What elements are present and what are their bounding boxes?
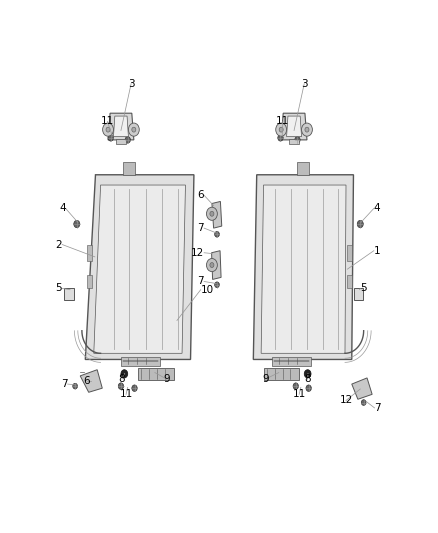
Circle shape xyxy=(74,220,80,228)
Bar xyxy=(346,276,352,288)
Circle shape xyxy=(276,123,286,136)
Text: 6: 6 xyxy=(198,190,204,200)
Bar xyxy=(272,357,311,366)
Polygon shape xyxy=(253,175,353,359)
Polygon shape xyxy=(123,163,134,175)
Polygon shape xyxy=(85,175,194,359)
Text: 7: 7 xyxy=(374,403,381,413)
Circle shape xyxy=(106,127,110,132)
Circle shape xyxy=(295,136,300,143)
Text: 8: 8 xyxy=(119,374,125,384)
Bar xyxy=(264,368,299,379)
Bar xyxy=(290,139,299,144)
Circle shape xyxy=(108,134,113,141)
Text: 12: 12 xyxy=(191,248,204,258)
Text: 11: 11 xyxy=(293,389,306,399)
Bar xyxy=(138,368,173,379)
Polygon shape xyxy=(108,113,134,140)
Circle shape xyxy=(210,263,214,268)
Text: 1: 1 xyxy=(374,246,381,256)
Text: 11: 11 xyxy=(120,389,133,399)
Text: 9: 9 xyxy=(262,374,268,384)
Circle shape xyxy=(206,259,217,272)
Text: 12: 12 xyxy=(339,395,353,406)
Circle shape xyxy=(118,383,124,390)
Text: 11: 11 xyxy=(276,116,290,126)
Circle shape xyxy=(301,123,312,136)
Bar xyxy=(121,357,160,366)
Circle shape xyxy=(279,127,283,132)
Polygon shape xyxy=(286,116,301,136)
Text: 2: 2 xyxy=(56,239,62,249)
Bar xyxy=(87,276,92,288)
Polygon shape xyxy=(94,185,185,353)
Circle shape xyxy=(102,123,113,136)
Bar xyxy=(116,139,126,144)
Circle shape xyxy=(278,134,283,141)
Text: 7: 7 xyxy=(61,379,67,389)
Text: 6: 6 xyxy=(84,376,90,386)
Polygon shape xyxy=(113,116,128,136)
Polygon shape xyxy=(212,251,221,279)
Circle shape xyxy=(125,136,131,143)
Circle shape xyxy=(304,370,311,378)
Circle shape xyxy=(357,220,363,228)
Text: 8: 8 xyxy=(304,374,311,384)
Circle shape xyxy=(293,383,298,390)
Circle shape xyxy=(215,282,219,288)
Polygon shape xyxy=(261,185,346,353)
Circle shape xyxy=(128,123,139,136)
Polygon shape xyxy=(352,378,372,399)
Bar xyxy=(346,245,352,261)
Text: 3: 3 xyxy=(128,79,134,88)
Circle shape xyxy=(210,211,214,216)
Circle shape xyxy=(361,400,366,406)
Polygon shape xyxy=(80,370,102,392)
Bar xyxy=(64,288,74,300)
Text: 5: 5 xyxy=(360,284,367,294)
Polygon shape xyxy=(297,163,309,175)
Polygon shape xyxy=(212,201,222,228)
Circle shape xyxy=(132,127,136,132)
Text: 4: 4 xyxy=(374,204,381,213)
Text: 10: 10 xyxy=(201,285,214,295)
Text: 4: 4 xyxy=(59,204,66,213)
Circle shape xyxy=(121,370,128,378)
Text: 11: 11 xyxy=(101,116,114,126)
Circle shape xyxy=(306,385,311,391)
Text: 7: 7 xyxy=(198,277,204,286)
Bar xyxy=(354,288,363,300)
Circle shape xyxy=(305,127,309,132)
Circle shape xyxy=(215,231,219,237)
Text: 7: 7 xyxy=(198,223,204,233)
Circle shape xyxy=(132,385,137,391)
Circle shape xyxy=(73,383,78,389)
Polygon shape xyxy=(281,113,307,140)
Circle shape xyxy=(206,207,217,220)
Text: 9: 9 xyxy=(163,374,170,384)
Text: 5: 5 xyxy=(56,284,62,294)
Text: 3: 3 xyxy=(301,79,307,88)
Bar xyxy=(87,245,92,261)
